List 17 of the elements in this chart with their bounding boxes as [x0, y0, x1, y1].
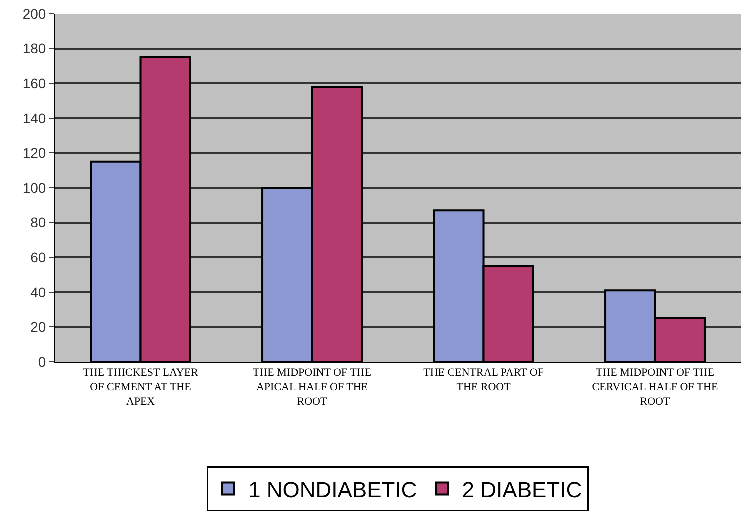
legend-label: 1 NONDIABETIC	[248, 477, 418, 502]
y-tick-label: 200	[22, 6, 46, 22]
y-tick-label: 40	[30, 284, 46, 300]
y-tick-label: 100	[22, 180, 46, 196]
legend-label: 2 DIABETIC	[462, 477, 582, 502]
y-tick-label: 140	[22, 110, 46, 126]
y-tick-label: 0	[38, 354, 46, 370]
x-tick-label: THE THICKEST LAYER OF CEMENT AT THE APEX	[83, 367, 200, 408]
y-tick-label: 160	[22, 76, 46, 92]
x-tick-label: THE MIDPOINT OF THE APICAL HALF OF THE ROOT	[253, 367, 372, 408]
y-tick-label: 20	[30, 319, 46, 336]
x-tick-label: THE MIDPOINT OF THE CERVICAL HALF OF THE ROOT	[592, 367, 718, 408]
x-tick-label: THE CENTRAL PART OF THE ROOT	[424, 367, 544, 394]
y-tick-label: 180	[22, 40, 46, 57]
y-tick-label: 120	[22, 145, 46, 162]
y-tick-label: 80	[30, 214, 46, 231]
y-tick-label: 60	[30, 250, 46, 266]
